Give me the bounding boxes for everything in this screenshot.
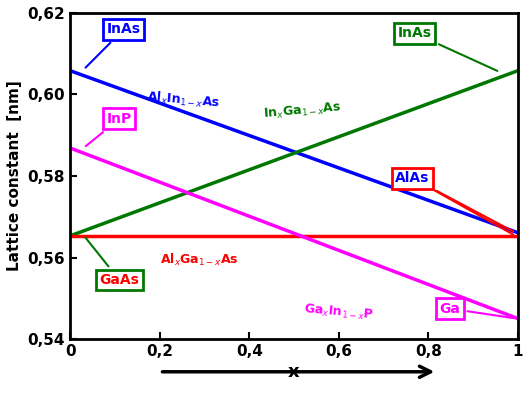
Text: In$_x$Ga$_{1-x}$As: In$_x$Ga$_{1-x}$As	[263, 100, 342, 122]
Text: InAs: InAs	[398, 26, 497, 71]
Text: Ga$_x$In$_{1-x}$P: Ga$_x$In$_{1-x}$P	[303, 302, 374, 323]
Text: Ga: Ga	[439, 302, 514, 318]
Text: AlAs: AlAs	[395, 171, 513, 231]
Text: InAs: InAs	[85, 22, 141, 68]
Y-axis label: Lattice constant  [nm]: Lattice constant [nm]	[7, 81, 22, 271]
Text: x: x	[288, 363, 300, 381]
Text: Al$_x$In$_{1-x}$As: Al$_x$In$_{1-x}$As	[146, 89, 221, 112]
Text: GaAs: GaAs	[85, 237, 139, 287]
Text: Al$_x$Ga$_{1-x}$As: Al$_x$Ga$_{1-x}$As	[160, 252, 238, 268]
Text: InP: InP	[86, 112, 132, 146]
